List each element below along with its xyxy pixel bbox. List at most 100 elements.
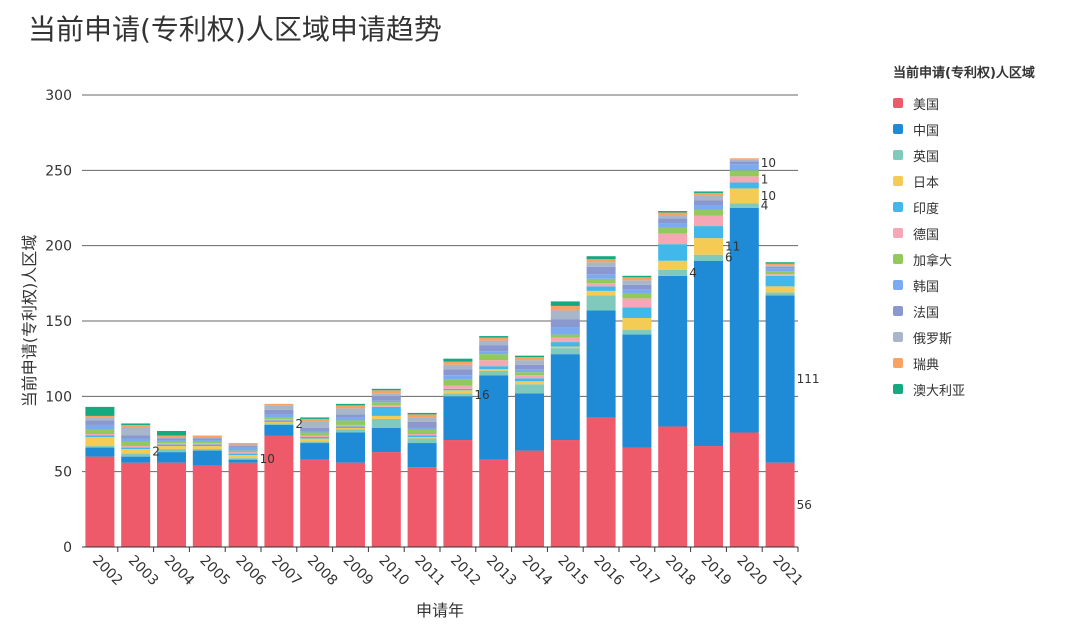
bar-segment — [479, 354, 509, 361]
bar-segment — [479, 369, 509, 371]
legend-swatch — [893, 306, 903, 316]
bar-segment — [765, 265, 795, 267]
y-tick-label: 150 — [45, 314, 72, 330]
bar-segment — [192, 440, 222, 442]
legend-item[interactable]: 日本 — [893, 168, 1078, 194]
bar-segment — [658, 260, 688, 270]
legend-item[interactable]: 美国 — [893, 90, 1078, 116]
bar-segment — [371, 393, 401, 397]
bar-segment — [157, 452, 186, 463]
bar-segment — [336, 427, 365, 430]
bar-segment — [622, 284, 652, 290]
bar-segment — [658, 211, 688, 213]
bar-segment — [765, 462, 795, 547]
x-tick-label: 2020 — [733, 553, 770, 590]
bar-segment — [622, 275, 652, 278]
legend-label: 加拿大 — [913, 253, 953, 269]
bar-segment — [586, 259, 616, 263]
bar-segment — [264, 418, 294, 421]
bar-segment — [694, 254, 723, 261]
x-tick-label: 2016 — [590, 553, 627, 590]
bar-segment — [300, 417, 330, 419]
x-tick-label: 2011 — [411, 553, 448, 590]
data-label: 56 — [797, 498, 812, 512]
legend-item[interactable]: 澳大利亚 — [893, 376, 1078, 402]
bar-segment — [550, 337, 580, 343]
bar-segment — [479, 337, 509, 341]
legend-swatch — [893, 124, 903, 134]
bar-segment — [729, 188, 759, 204]
legend-item[interactable]: 印度 — [893, 194, 1078, 220]
bar-segment — [622, 289, 652, 294]
x-axis-ticks: 2002 2003 2004 2005 2006 2007 2008 2009 2010 2011… — [89, 547, 806, 589]
bar-segment — [121, 441, 151, 447]
x-tick-label: 2012 — [447, 553, 484, 590]
bar-segment — [228, 462, 258, 547]
bar-segment — [586, 295, 616, 311]
bar-segment — [729, 432, 759, 547]
bar-segment — [729, 176, 759, 183]
bar-segment — [407, 435, 437, 438]
bar-segment — [550, 440, 580, 547]
bar-segment — [300, 437, 330, 439]
legend-label: 瑞典 — [913, 357, 940, 373]
bar-segment — [300, 438, 330, 442]
bar-segment — [765, 292, 795, 296]
legend-item[interactable]: 中国 — [893, 116, 1078, 142]
bar-segment — [765, 271, 795, 275]
bar-segment — [264, 435, 294, 547]
bar-segment — [586, 286, 616, 291]
bar-segment — [729, 203, 759, 208]
bar-segment — [264, 405, 294, 410]
legend-item[interactable]: 德国 — [893, 220, 1078, 246]
bar-segment — [371, 418, 401, 428]
legend-item[interactable]: 韩国 — [893, 272, 1078, 298]
bar-segment — [443, 393, 473, 397]
bar-segment — [336, 426, 365, 428]
data-label: 1 — [761, 172, 769, 186]
x-tick-label: 2010 — [375, 553, 412, 590]
y-axis-ticks: 0 50 100 150 200 250 300 — [45, 88, 72, 556]
bar-segment — [515, 393, 544, 451]
legend-item[interactable]: 俄罗斯 — [893, 324, 1078, 350]
bar-segment — [157, 449, 186, 453]
legend-item[interactable]: 法国 — [893, 298, 1078, 324]
bar-segment — [479, 360, 509, 367]
bar-segment — [300, 441, 330, 444]
bar-segment — [85, 437, 115, 447]
legend-item[interactable]: 瑞典 — [893, 350, 1078, 376]
bar-segment — [622, 280, 652, 285]
x-tick-label: 2017 — [626, 553, 663, 590]
bar-segment — [371, 390, 401, 394]
bar-segment — [550, 327, 580, 335]
bar-segment — [694, 209, 723, 216]
bar-segment — [515, 355, 544, 358]
legend-item[interactable]: 英国 — [893, 142, 1078, 168]
data-label: 10 — [761, 156, 776, 170]
bar-segment — [658, 426, 688, 547]
bar-segment — [157, 435, 186, 438]
legend-item[interactable]: 加拿大 — [893, 246, 1078, 272]
bar-segment — [443, 390, 473, 394]
legend-swatch — [893, 332, 903, 342]
bar-segment — [264, 421, 294, 424]
bar-segment — [407, 427, 437, 430]
bar-segment — [157, 446, 186, 450]
bar-segment — [85, 456, 115, 547]
bar-segment — [586, 283, 616, 287]
bar-segment — [407, 414, 437, 418]
bar-segment — [765, 268, 795, 272]
legend-label: 俄罗斯 — [913, 331, 953, 347]
bar-segment — [228, 452, 258, 454]
bar-segment — [443, 361, 473, 365]
legend-label: 德国 — [913, 227, 940, 243]
bar-segment — [515, 450, 544, 547]
bar-segment — [264, 414, 294, 418]
x-axis-title: 申请年 — [416, 601, 464, 620]
legend: 当前申请(专利权)人区域 美国 中国 英国 日本 印度 德国 加拿大 韩国 法国 俄罗斯 瑞典 澳大利… — [893, 62, 1078, 402]
legend-label: 美国 — [913, 97, 940, 113]
bar-segment — [443, 385, 473, 389]
legend-swatch — [893, 384, 903, 394]
bar-segment — [622, 298, 652, 308]
bar-segment — [694, 200, 723, 205]
